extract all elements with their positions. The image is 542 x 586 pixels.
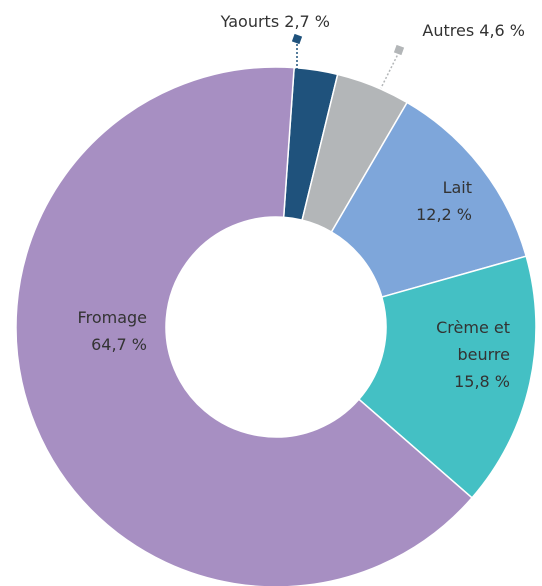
slice-label: Crème et beurre 15,8 % — [410, 314, 510, 395]
value-label: 4,6 % — [479, 21, 525, 40]
leader-marker — [393, 44, 405, 56]
slice-label: Fromage 64,7 % — [40, 304, 147, 358]
category-name: Autres — [422, 21, 475, 40]
leader-line — [380, 51, 400, 89]
category-name: Crème et beurre — [436, 318, 510, 364]
value-label: 64,7 % — [91, 335, 147, 354]
slice-label: Yaourts 2,7 % — [180, 8, 330, 35]
category-name: Yaourts — [220, 12, 280, 31]
value-label: 12,2 % — [416, 205, 472, 224]
slice-label: Autres 4,6 % — [390, 17, 525, 44]
category-name: Fromage — [77, 308, 147, 327]
value-label: 15,8 % — [454, 372, 510, 391]
value-label: 2,7 % — [284, 12, 330, 31]
slice — [330, 101, 528, 298]
category-name: Lait — [442, 178, 472, 197]
leader-marker — [291, 33, 303, 45]
slice-label: Lait 12,2 % — [380, 174, 472, 228]
slice — [15, 66, 474, 586]
